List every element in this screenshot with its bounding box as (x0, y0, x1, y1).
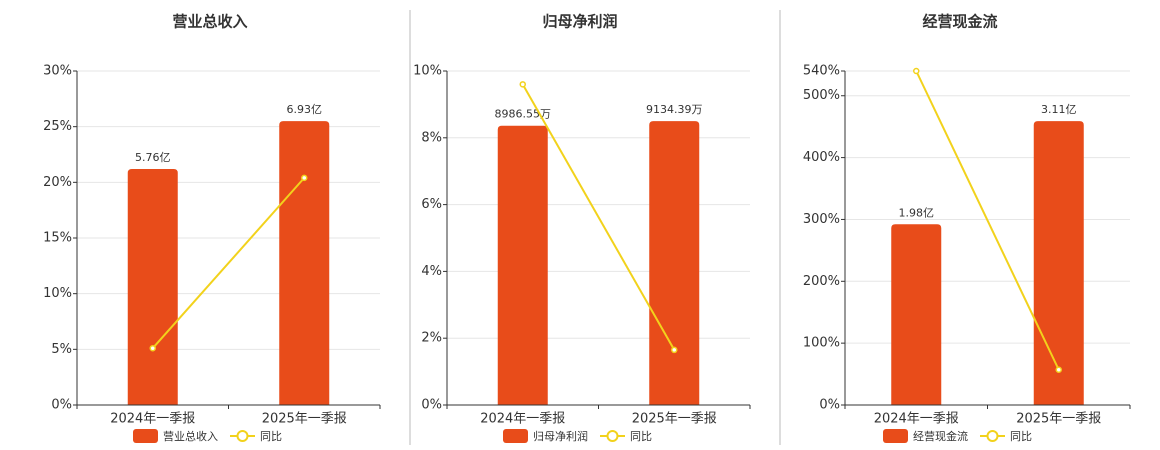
x-tick-label: 2024年一季报 (480, 412, 565, 427)
y-tick-label: 0% (51, 398, 72, 413)
bar (649, 121, 700, 405)
bar (1033, 121, 1084, 405)
legend-swatch (236, 430, 249, 442)
y-tick-label: 30% (43, 64, 72, 79)
chart-title: 营业总收入 (172, 13, 247, 31)
y-tick-label: 20% (43, 175, 72, 190)
y-tick-label: 5% (51, 342, 72, 357)
x-tick-label: 2025年一季报 (1016, 412, 1101, 427)
x-tick-label: 2024年一季报 (874, 412, 959, 427)
y-tick-label: 25% (43, 119, 72, 134)
y-tick-label: 400% (803, 150, 840, 165)
y-tick-label: 2% (421, 331, 442, 346)
line (915, 70, 1060, 371)
legend-label: 同比 (1010, 430, 1032, 443)
value-label: 9134.39万 (646, 103, 703, 116)
point (519, 81, 526, 88)
value-label: 6.93亿 (287, 103, 323, 116)
point (671, 346, 678, 354)
x-tick-label: 2025年一季报 (262, 412, 347, 427)
y-tick-label: 10% (43, 286, 72, 301)
legend-label: 营业总收入 (163, 429, 218, 443)
x-tick-label: 2025年一季报 (632, 412, 717, 427)
legend-label: 同比 (260, 430, 282, 443)
legend-swatch (606, 430, 619, 442)
bar (279, 121, 330, 405)
y-tick-label: 300% (803, 212, 840, 227)
legend-label: 经营现金流 (913, 429, 968, 443)
point (301, 174, 308, 182)
legend-swatch (883, 429, 908, 443)
y-tick-label: 4% (421, 264, 442, 279)
y-tick-label: 200% (803, 274, 840, 289)
point (1055, 366, 1062, 373)
legend-swatch (986, 430, 999, 442)
point (913, 67, 920, 75)
chart-title: 归母净利润 (542, 13, 617, 31)
y-tick-label: 0% (819, 398, 840, 413)
y-tick-label: 500% (803, 88, 840, 103)
value-label: 1.98亿 (899, 206, 935, 219)
y-tick-label: 0% (421, 398, 442, 413)
bar (127, 169, 178, 405)
point (149, 344, 156, 352)
legend-swatch (503, 429, 528, 443)
y-tick-label: 15% (43, 231, 72, 246)
y-tick-label: 100% (803, 336, 840, 351)
y-tick-label: 540% (803, 64, 840, 79)
legend-label: 同比 (630, 430, 652, 443)
legend-swatch (133, 429, 158, 443)
bar (891, 224, 942, 405)
value-label: 5.76亿 (135, 151, 171, 164)
line (521, 83, 676, 351)
bar (497, 125, 548, 405)
value-label: 3.11亿 (1041, 103, 1077, 116)
legend-label: 归母净利润 (533, 429, 588, 443)
x-tick-label: 2024年一季报 (110, 412, 195, 427)
y-tick-label: 10% (413, 64, 442, 79)
y-tick-label: 6% (421, 197, 442, 212)
line (152, 177, 305, 349)
y-tick-label: 8% (421, 130, 442, 145)
chart-title: 经营现金流 (922, 13, 997, 31)
